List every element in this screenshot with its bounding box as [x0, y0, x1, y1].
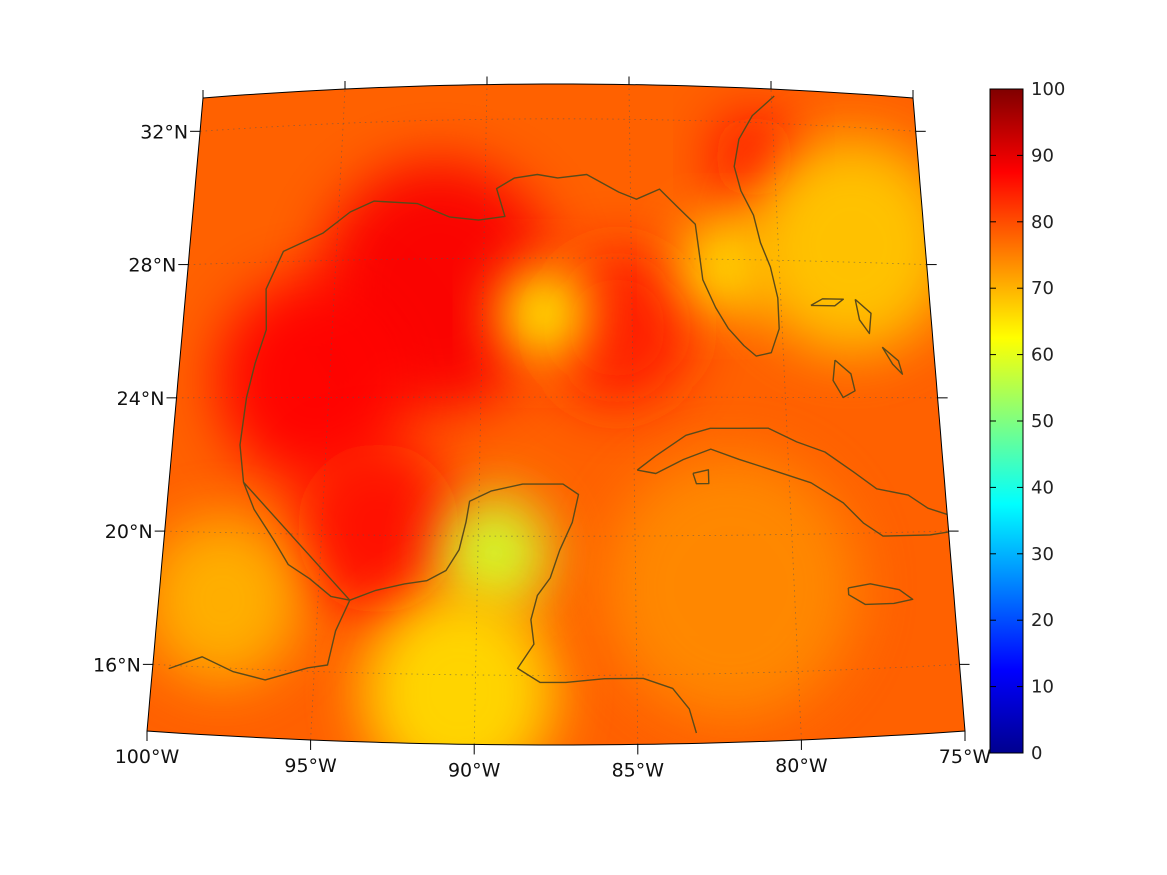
field-western-caribbean	[604, 453, 858, 721]
coastline-bahamas-grand	[810, 298, 844, 307]
lon-label: 90°W	[448, 759, 501, 781]
coastline-bahamas-abaco	[854, 298, 872, 335]
colorbar-tick-label: 100	[1031, 79, 1065, 100]
colorbar-tick-label: 60	[1031, 345, 1054, 366]
colorbar-tick-label: 40	[1031, 477, 1054, 498]
meridian-line	[310, 88, 346, 741]
field-campeche-core	[296, 442, 460, 614]
parallel-line	[188, 257, 927, 265]
parallel-line	[176, 396, 938, 399]
lat-label: 20°N	[105, 521, 153, 543]
longitude-labels: 100°W 95°W 90°W 85°W 80°W 75°W	[115, 746, 992, 781]
colorbar-tick-label: 0	[1031, 743, 1042, 764]
coastline-isla-juventud	[692, 469, 710, 485]
coastline-bahamas-eleuthera	[881, 346, 904, 375]
colorbar-tick-label: 70	[1031, 278, 1054, 299]
meridian-line	[770, 88, 802, 741]
field-atlantic-east	[748, 137, 955, 354]
colorbar-tick-label: 10	[1031, 677, 1054, 698]
coastlines	[168, 95, 965, 734]
map-frame-ticks	[142, 76, 970, 755]
lon-label: 75°W	[939, 746, 992, 768]
colorbar-tick-label: 90	[1031, 145, 1054, 166]
lon-label: 85°W	[612, 759, 665, 781]
parallel-line	[200, 118, 916, 132]
colorbar-tick-label: 80	[1031, 212, 1054, 233]
coastline-cuba	[636, 427, 965, 537]
coastline-gulf-coast-mainland	[168, 483, 698, 734]
lat-label: 24°N	[117, 388, 165, 410]
field-central-gulf-minimum	[497, 266, 588, 361]
lat-label: 32°N	[140, 121, 188, 143]
colorbar-tick-label: 30	[1031, 544, 1054, 565]
coastline-bahamas-andros	[832, 359, 856, 399]
scalar-field	[147, 84, 965, 745]
colorbar-tick-label: 20	[1031, 610, 1054, 631]
field-mexico-highlands	[147, 516, 302, 684]
lat-label: 28°N	[128, 255, 176, 277]
coastline-gulf-coast-north	[239, 95, 780, 601]
lon-label: 80°W	[775, 755, 828, 777]
lat-label: 16°N	[93, 654, 141, 676]
map-panel: 32°N 28°N 24°N 20°N 16°N 100°W 95°W 90°W 85°W 80…	[93, 76, 992, 781]
parallel-line	[152, 664, 960, 676]
coastline-jamaica	[847, 583, 914, 606]
parallel-line	[164, 530, 949, 537]
lon-label: 95°W	[284, 755, 337, 777]
latitude-labels: 32°N 28°N 24°N 20°N 16°N	[93, 121, 188, 676]
lon-label: 100°W	[115, 746, 180, 768]
field-florida-peninsula	[681, 219, 771, 313]
colorbar-tick-label: 50	[1031, 411, 1054, 432]
